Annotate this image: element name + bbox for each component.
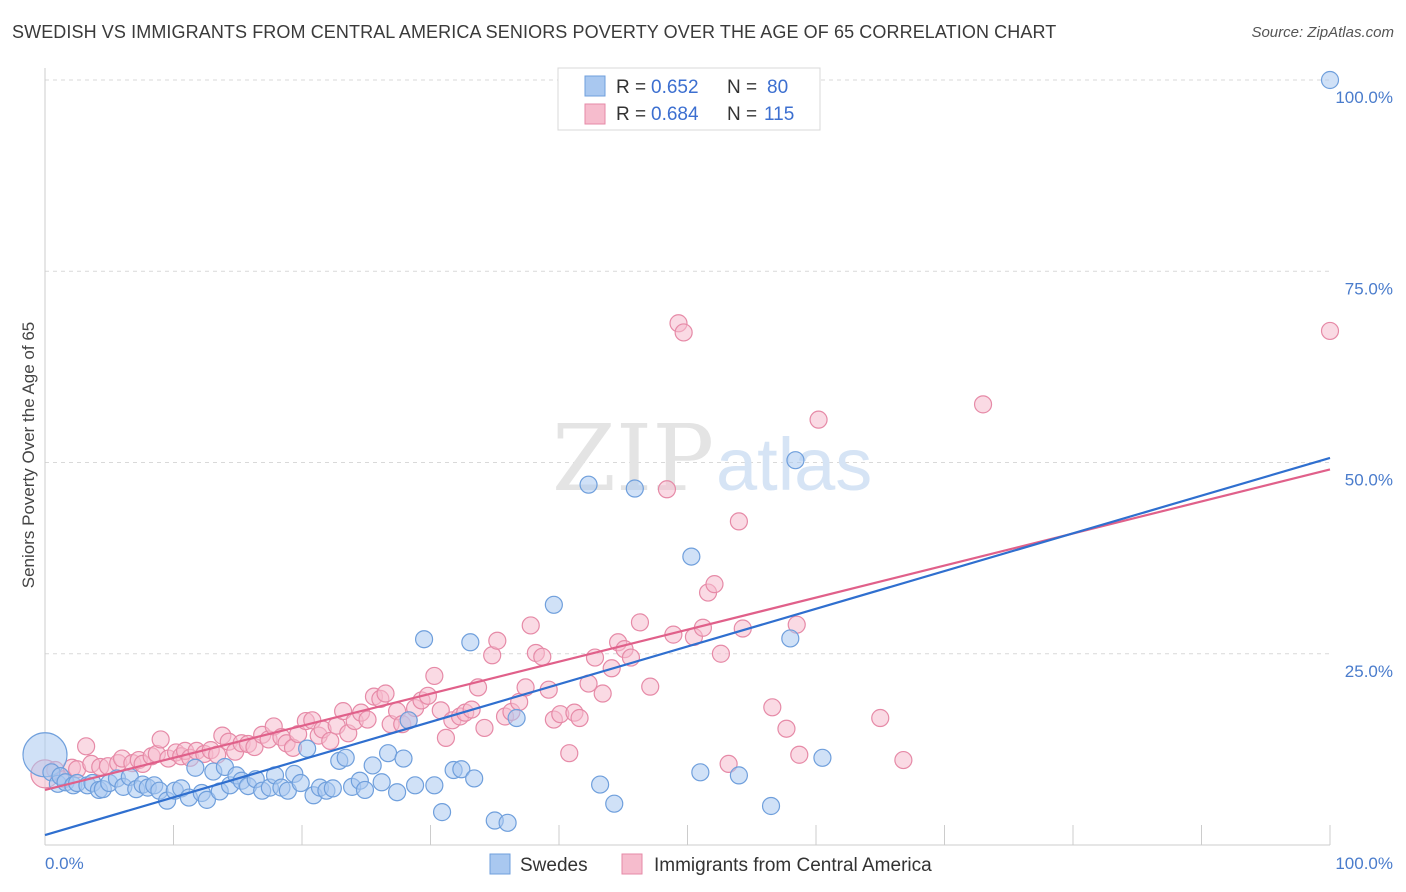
legend-n-label-2: N =: [727, 104, 757, 125]
point-swedes: [414, 630, 434, 649]
axes: [44, 68, 1331, 846]
point-swedes: [452, 760, 471, 779]
legend-n-value-1: 80: [767, 77, 788, 98]
point-swedes: [625, 479, 644, 498]
point-central-america: [729, 512, 749, 531]
series-swedes-points: [22, 70, 1340, 832]
bottom-legend-central-america: Immigrants from Central America: [654, 855, 932, 876]
point-central-america: [630, 613, 650, 632]
point-central-america: [809, 410, 828, 429]
point-central-america: [521, 616, 540, 635]
legend-n-value-2: 115: [764, 104, 794, 125]
trend-lines: [44, 456, 1331, 837]
legend-swatch-swedes: [584, 75, 606, 97]
point-swedes: [813, 748, 832, 767]
point-swedes: [591, 775, 610, 794]
point-swedes: [691, 763, 710, 782]
watermark: ZIP atlas: [552, 405, 872, 512]
point-central-america: [1320, 321, 1340, 341]
point-central-america: [436, 728, 456, 748]
point-central-america: [488, 631, 507, 650]
point-central-america: [674, 323, 693, 342]
point-swedes: [507, 708, 526, 728]
bottom-legend-swedes: Swedes: [520, 855, 588, 876]
y-tick-label: 75.0%: [1345, 279, 1393, 298]
point-central-america: [560, 744, 579, 763]
point-swedes: [186, 758, 205, 777]
point-swedes: [1320, 70, 1340, 90]
point-swedes: [425, 776, 444, 795]
y-axis-label: Seniors Poverty Over the Age of 65: [19, 322, 38, 588]
series-legend: Swedes Immigrants from Central America: [489, 853, 932, 876]
point-swedes: [323, 779, 342, 798]
point-central-america: [973, 395, 993, 414]
y-tick-label: 25.0%: [1345, 662, 1393, 681]
point-central-america: [425, 666, 444, 686]
point-swedes: [786, 451, 805, 470]
y-tick-labels: 25.0% 50.0% 75.0% 100.0%: [1335, 88, 1393, 681]
point-central-america: [77, 737, 96, 756]
point-swedes: [432, 803, 452, 822]
point-swedes: [544, 595, 563, 614]
legend-r-label-1: R =: [616, 77, 646, 98]
chart-title: SWEDISH VS IMMIGRANTS FROM CENTRAL AMERI…: [12, 22, 1057, 42]
point-central-america: [657, 480, 677, 499]
point-swedes: [729, 766, 749, 785]
bottom-legend-swatch-central-america: [621, 853, 643, 875]
point-central-america: [705, 575, 724, 594]
legend-r-label-2: R =: [616, 104, 646, 125]
trend-line-swedes: [44, 456, 1331, 837]
point-central-america: [641, 677, 660, 696]
point-central-america: [871, 708, 890, 728]
point-swedes: [465, 769, 484, 788]
point-swedes: [498, 813, 517, 832]
point-swedes: [781, 629, 800, 648]
point-central-america: [475, 718, 494, 738]
bottom-legend-swatch-swedes: [489, 853, 511, 875]
point-swedes: [378, 744, 398, 763]
y-tick-label: 50.0%: [1345, 471, 1393, 490]
point-central-america: [533, 647, 552, 666]
point-central-america: [763, 698, 782, 717]
point-central-america: [593, 684, 612, 703]
legend-r-value-2: 0.684: [651, 104, 699, 125]
point-swedes: [355, 780, 375, 800]
point-central-america: [376, 684, 395, 703]
point-swedes: [405, 776, 425, 795]
point-central-america: [711, 644, 731, 663]
point-swedes: [291, 773, 310, 793]
point-central-america: [151, 730, 170, 749]
point-central-america: [719, 754, 738, 774]
point-swedes: [761, 796, 781, 816]
point-swedes: [682, 547, 701, 566]
point-swedes: [298, 739, 317, 758]
point-swedes: [461, 633, 480, 652]
y-tick-label: 100.0%: [1335, 88, 1393, 107]
point-swedes: [336, 748, 355, 767]
point-central-america: [894, 750, 913, 770]
point-swedes: [197, 790, 217, 809]
trend-line-central-america: [44, 468, 1331, 791]
point-swedes: [394, 749, 413, 768]
point-swedes: [387, 783, 407, 802]
legend-swatch-central-america: [584, 103, 606, 125]
point-central-america: [790, 745, 809, 764]
source-credit: Source: ZipAtlas.com: [1251, 24, 1394, 41]
x-tick-label: 0.0%: [45, 854, 84, 873]
legend-r-value-1: 0.652: [651, 77, 699, 98]
point-swedes: [372, 773, 391, 792]
point-central-america: [777, 719, 796, 738]
x-tick-labels: 0.0% 100.0%: [45, 854, 1393, 873]
point-swedes: [363, 756, 382, 775]
point-central-america: [321, 731, 340, 751]
legend-n-label-1: N =: [727, 77, 757, 98]
point-swedes: [605, 794, 624, 813]
correlation-legend: R = 0.652 N = 80 R = 0.684 N = 115: [557, 67, 821, 131]
x-tick-label: 100.0%: [1335, 854, 1393, 873]
grid-lines: [45, 79, 1330, 655]
point-swedes: [579, 475, 598, 494]
point-central-america: [358, 710, 377, 729]
point-central-america: [570, 708, 589, 728]
